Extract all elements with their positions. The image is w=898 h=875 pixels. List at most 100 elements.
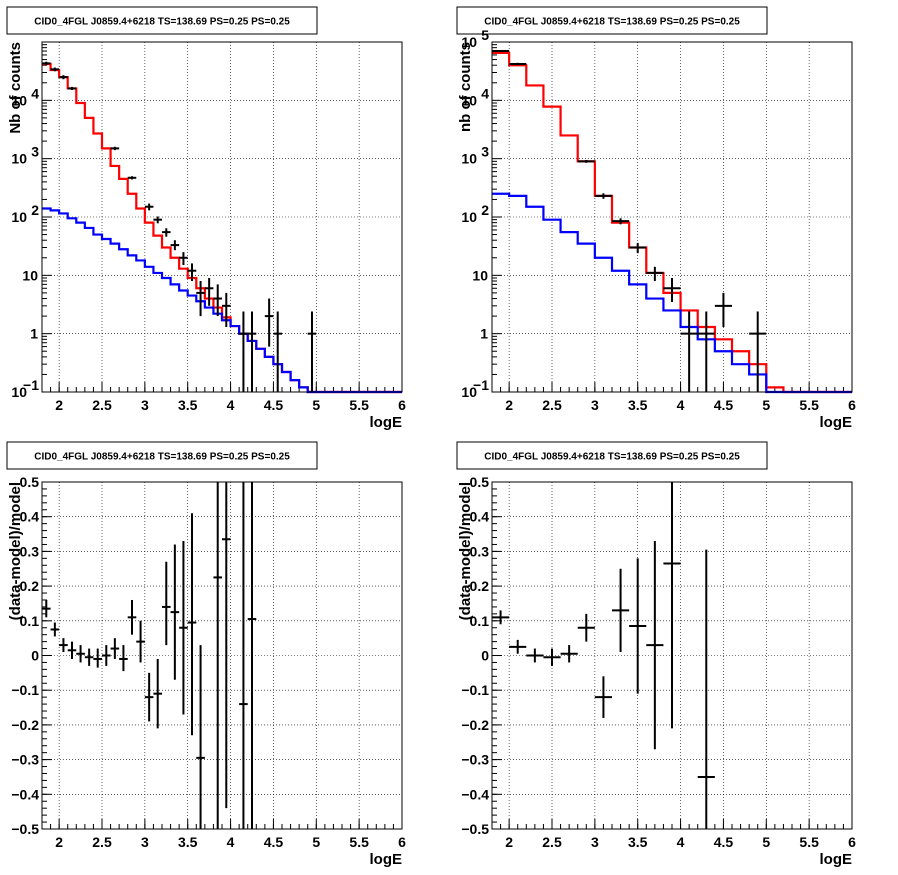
x-tick-label: 2.5 xyxy=(542,834,562,850)
x-tick-label: 5 xyxy=(762,834,770,850)
x-tick-label: 6 xyxy=(848,397,856,413)
data-point xyxy=(170,240,180,251)
data-point xyxy=(204,278,214,306)
y-tick-label: 0 xyxy=(481,648,489,664)
y-tick-exponent: 3 xyxy=(481,144,489,160)
x-tick-label: 2 xyxy=(55,397,63,413)
y-tick-label: 0.3 xyxy=(20,543,40,559)
y-tick-exponent: 2 xyxy=(481,202,489,218)
data-point xyxy=(93,648,102,668)
y-axis-label: Nb of counts xyxy=(7,42,24,134)
y-tick-label: 10 xyxy=(11,151,27,167)
data-point xyxy=(42,599,51,618)
y-tick-exponent: 4 xyxy=(31,85,39,101)
y-axis-label: nb of counts xyxy=(457,42,474,132)
data-point xyxy=(187,513,197,736)
data-point xyxy=(213,482,222,829)
data-point xyxy=(492,610,510,625)
x-tick-label: 3 xyxy=(591,397,599,413)
data-point xyxy=(144,203,154,211)
data-point xyxy=(714,292,732,328)
chart-title-box: CID0_4FGL J0859.4+6218 TS=138.69 PS=0.25… xyxy=(456,6,768,35)
data-point xyxy=(76,645,85,663)
data-point xyxy=(697,549,715,829)
x-tick-label: 4 xyxy=(227,834,235,850)
x-tick-label: 2.5 xyxy=(542,397,562,413)
title-box-frame xyxy=(6,441,318,470)
histogram-series-2 xyxy=(492,192,852,394)
y-tick-label: 0.1 xyxy=(20,613,40,629)
x-axis-label: logE xyxy=(370,851,403,868)
x-tick-label: 3 xyxy=(591,834,599,850)
data-point xyxy=(594,676,612,718)
y-tick-label: 0.5 xyxy=(20,474,40,490)
data-point xyxy=(247,311,257,392)
chart-title: CID0_4FGL J0859.4+6218 TS=138.69 PS=0.25… xyxy=(484,17,740,28)
data-point xyxy=(697,311,715,392)
y-tick-label: −0.2 xyxy=(461,717,489,733)
data-point xyxy=(307,311,317,392)
data-point xyxy=(560,645,578,663)
histogram-series-2 xyxy=(42,207,402,394)
y-tick-label: 0.5 xyxy=(470,474,490,490)
x-tick-label: 3.5 xyxy=(178,834,198,850)
x-tick-label: 4 xyxy=(677,397,685,413)
y-tick-label: 0 xyxy=(31,648,39,664)
y-tick-exponent: −1 xyxy=(23,377,39,393)
y-axis-label: (data-model)/model xyxy=(457,482,474,620)
y-tick-label: 10 xyxy=(11,209,27,225)
data-point xyxy=(84,648,94,666)
data-point xyxy=(127,176,137,180)
x-axis-label: logE xyxy=(820,851,853,868)
y-tick-label: −0.1 xyxy=(11,682,39,698)
chart-title-box: CID0_4FGL J0859.4+6218 TS=138.69 PS=0.25… xyxy=(6,441,318,470)
data-point xyxy=(196,645,205,829)
data-point xyxy=(110,638,120,659)
x-tick-label: 4.5 xyxy=(264,397,284,413)
y-tick-label: 10 xyxy=(472,267,488,283)
y-tick-label: 0.4 xyxy=(20,509,40,525)
data-point xyxy=(67,641,77,659)
x-tick-label: 5.5 xyxy=(349,397,369,413)
y-tick-label: −0.5 xyxy=(461,821,489,837)
chart-panel-3: CID0_4FGL J0859.4+6218 TS=138.69 PS=0.25… xyxy=(6,441,406,868)
y-tick-label: 0.2 xyxy=(470,578,490,594)
x-tick-label: 4.5 xyxy=(714,397,734,413)
chart-title: CID0_4FGL J0859.4+6218 TS=138.69 PS=0.25… xyxy=(34,452,290,463)
data-point xyxy=(749,311,767,392)
data-point xyxy=(239,311,248,392)
x-tick-label: 6 xyxy=(398,397,406,413)
y-tick-label: 0.3 xyxy=(470,543,490,559)
data-point xyxy=(67,86,77,91)
y-tick-exponent: 5 xyxy=(481,27,489,43)
data-point xyxy=(59,75,68,80)
x-tick-label: 6 xyxy=(398,834,406,850)
data-point xyxy=(577,159,595,163)
x-tick-label: 5 xyxy=(312,834,320,850)
x-tick-label: 5.5 xyxy=(799,397,819,413)
y-tick-label: −0.5 xyxy=(11,821,39,837)
data-point xyxy=(50,67,60,72)
chart-title-box: CID0_4FGL J0859.4+6218 TS=138.69 PS=0.25… xyxy=(6,6,318,35)
y-tick-label: 10 xyxy=(461,92,477,108)
x-tick-label: 6 xyxy=(848,834,856,850)
data-point xyxy=(153,658,162,729)
plot-frame xyxy=(491,41,853,393)
x-tick-label: 3 xyxy=(141,397,149,413)
data-point xyxy=(663,278,681,302)
x-tick-label: 3.5 xyxy=(178,397,198,413)
y-tick-label: 10 xyxy=(461,384,477,400)
y-axis-label: (data-model)/model xyxy=(7,482,24,620)
data-point xyxy=(629,558,647,694)
chart-title: CID0_4FGL J0859.4+6218 TS=138.69 PS=0.25… xyxy=(34,17,290,28)
y-tick-label: −0.1 xyxy=(461,682,489,698)
chart-panel-1: CID0_4FGL J0859.4+6218 TS=138.69 PS=0.25… xyxy=(6,6,406,431)
data-point xyxy=(162,228,171,237)
x-tick-label: 3.5 xyxy=(628,834,648,850)
data-point xyxy=(509,62,527,66)
data-point xyxy=(179,252,188,266)
y-tick-label: 1 xyxy=(480,326,488,342)
data-point xyxy=(179,540,188,715)
data-point xyxy=(42,61,51,66)
